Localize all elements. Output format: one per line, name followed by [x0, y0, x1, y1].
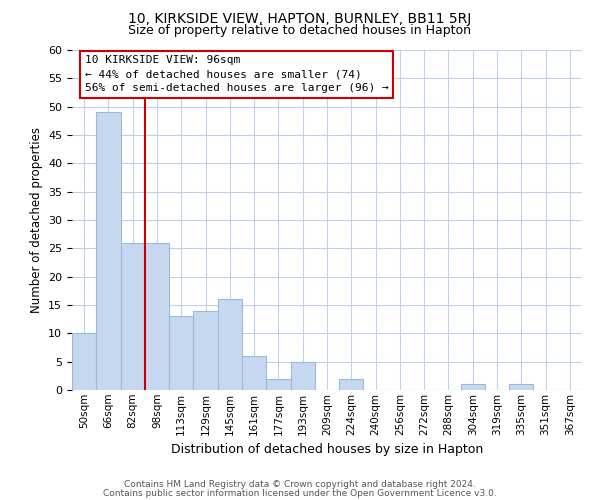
Bar	[290, 362, 315, 390]
Bar	[242, 356, 266, 390]
Bar	[145, 242, 169, 390]
Text: Contains public sector information licensed under the Open Government Licence v3: Contains public sector information licen…	[103, 488, 497, 498]
Bar	[266, 378, 290, 390]
Text: 10, KIRKSIDE VIEW, HAPTON, BURNLEY, BB11 5RJ: 10, KIRKSIDE VIEW, HAPTON, BURNLEY, BB11…	[128, 12, 472, 26]
Bar	[121, 242, 145, 390]
Text: Contains HM Land Registry data © Crown copyright and database right 2024.: Contains HM Land Registry data © Crown c…	[124, 480, 476, 489]
Bar	[96, 112, 121, 390]
Bar	[72, 334, 96, 390]
Bar	[509, 384, 533, 390]
Y-axis label: Number of detached properties: Number of detached properties	[29, 127, 43, 313]
Bar	[169, 316, 193, 390]
Bar	[461, 384, 485, 390]
Bar	[218, 300, 242, 390]
Bar	[339, 378, 364, 390]
X-axis label: Distribution of detached houses by size in Hapton: Distribution of detached houses by size …	[171, 443, 483, 456]
Bar	[193, 310, 218, 390]
Text: Size of property relative to detached houses in Hapton: Size of property relative to detached ho…	[128, 24, 472, 37]
Text: 10 KIRKSIDE VIEW: 96sqm
← 44% of detached houses are smaller (74)
56% of semi-de: 10 KIRKSIDE VIEW: 96sqm ← 44% of detache…	[85, 55, 389, 93]
